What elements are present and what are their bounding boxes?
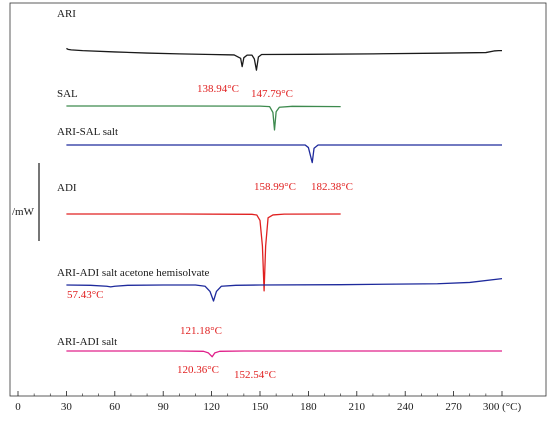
series-line bbox=[66, 105, 341, 131]
series-label: ARI-SAL salt bbox=[57, 126, 118, 138]
x-tick-label: 270 bbox=[445, 401, 462, 413]
series-label: ARI-ADI salt bbox=[57, 336, 117, 348]
peak-annotation: 158.99°C bbox=[254, 181, 296, 193]
x-axis: 0 30 60 90 120 150 180 210 240 270 300 (°C) bbox=[15, 391, 521, 413]
series-label: ARI bbox=[57, 8, 76, 20]
peak-annotation: 57.43°C bbox=[67, 289, 104, 301]
peak-annotation: 182.38°C bbox=[311, 181, 353, 193]
series-line bbox=[66, 213, 341, 292]
peak-annotation: 121.18°C bbox=[180, 325, 222, 337]
plot-frame bbox=[9, 2, 547, 397]
x-tick-label: 60 bbox=[109, 401, 121, 413]
x-tick-label: 240 bbox=[397, 401, 414, 413]
series-line bbox=[66, 277, 503, 302]
peak-annotation: 120.36°C bbox=[177, 364, 219, 376]
x-tick-label: 30 bbox=[61, 401, 73, 413]
series-label: ADI bbox=[57, 182, 77, 194]
series-labels: ARI SAL ARI-SAL salt ADI ARI-ADI salt aceton… bbox=[57, 8, 210, 348]
x-tick-label: 150 bbox=[252, 401, 269, 413]
series-layer bbox=[66, 47, 503, 358]
x-tick-label: 210 bbox=[349, 401, 366, 413]
x-tick-label: 90 bbox=[158, 401, 170, 413]
peak-annotations: 138.94°C 147.79°C 158.99°C 182.38°C 57.43°C 1… bbox=[67, 83, 353, 381]
series-line bbox=[66, 144, 502, 164]
y-axis-label: /mW bbox=[12, 206, 35, 218]
x-tick-label: 120 bbox=[203, 401, 220, 413]
x-tick-label: 0 bbox=[15, 401, 21, 413]
peak-annotation: 147.79°C bbox=[251, 88, 293, 100]
series-label: SAL bbox=[57, 88, 78, 100]
x-tick-label: 300 (°C) bbox=[483, 401, 522, 413]
series-line bbox=[66, 47, 502, 71]
x-tick-label: 180 bbox=[300, 401, 317, 413]
peak-annotation: 138.94°C bbox=[197, 83, 239, 95]
series-label: ARI-ADI salt acetone hemisolvate bbox=[57, 267, 210, 279]
series-line bbox=[66, 350, 502, 358]
peak-annotation: 152.54°C bbox=[234, 369, 276, 381]
